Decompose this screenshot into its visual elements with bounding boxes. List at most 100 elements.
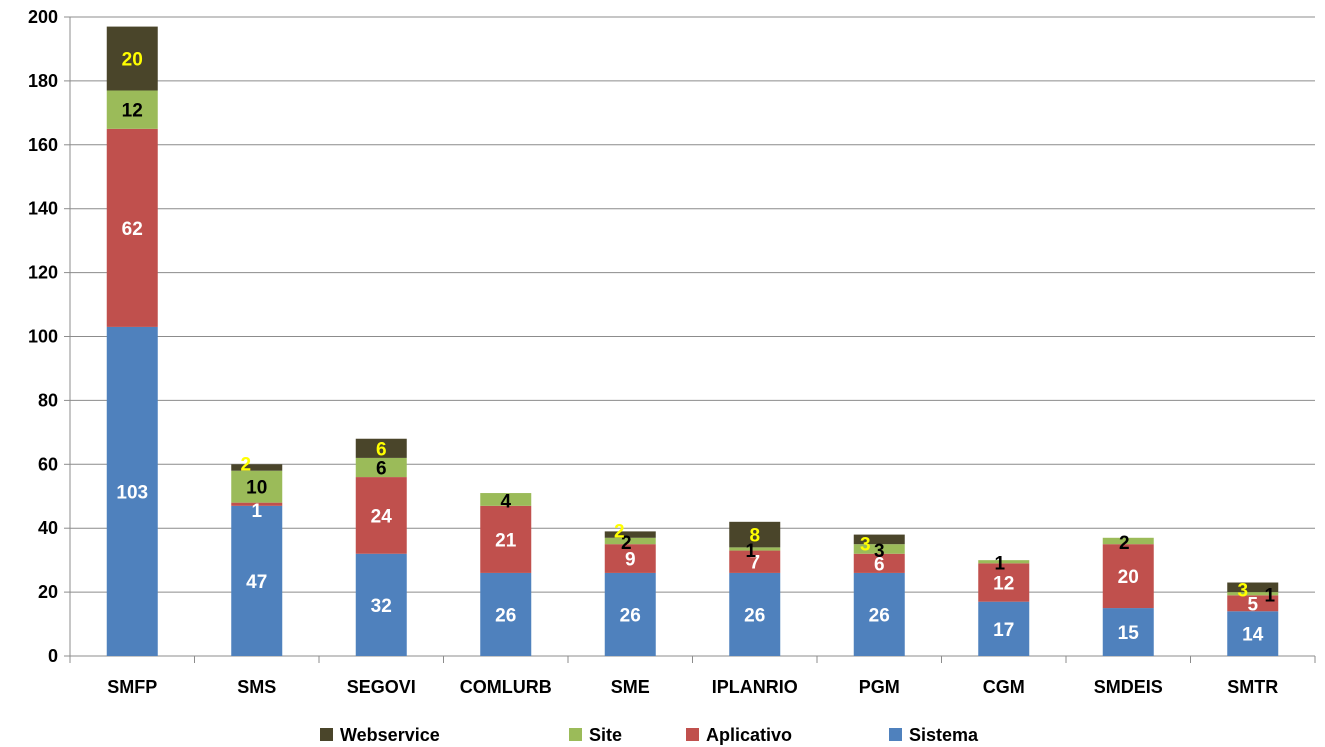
data-label-sistema-segovi: 32 xyxy=(371,596,392,617)
data-label-aplicativo-iplanrio: 7 xyxy=(749,553,760,574)
data-label-sistema-sms: 47 xyxy=(246,572,267,593)
bar-aplicativo-cgm xyxy=(978,563,1030,602)
bar-aplicativo-comlurb xyxy=(480,505,532,573)
data-label-aplicativo-sms: 1 xyxy=(251,501,262,522)
bar-sistema-segovi xyxy=(355,553,407,656)
bar-site-sms xyxy=(231,470,283,503)
x-tick-label: SMS xyxy=(237,677,276,697)
bar-site-iplanrio xyxy=(729,547,781,551)
legend-swatch-aplicativo xyxy=(686,728,699,741)
bar-aplicativo-smfp xyxy=(106,128,158,327)
y-tick-label: 0 xyxy=(48,646,58,666)
bar-webservice-sme xyxy=(604,531,656,538)
data-label-site-pgm: 3 xyxy=(874,541,885,562)
legend-swatch-sistema xyxy=(889,728,902,741)
x-tick-label: PGM xyxy=(859,677,900,697)
data-label-sistema-comlurb: 26 xyxy=(495,605,516,626)
x-tick-label: COMLURB xyxy=(460,677,552,697)
bar-site-smdeis xyxy=(1102,537,1154,545)
data-label-webservice-pgm: 3 xyxy=(860,535,871,556)
data-label-webservice-smfp: 20 xyxy=(122,50,143,71)
bar-sistema-cgm xyxy=(978,601,1030,656)
y-tick-label: 40 xyxy=(38,518,58,538)
data-label-sistema-smtr: 14 xyxy=(1242,625,1264,646)
bar-sistema-sms xyxy=(231,505,283,656)
data-label-webservice-sme: 2 xyxy=(614,521,625,542)
bar-webservice-iplanrio xyxy=(729,521,781,548)
bar-sistema-smdeis xyxy=(1102,608,1154,656)
bar-aplicativo-smdeis xyxy=(1102,544,1154,609)
y-tick-label: 60 xyxy=(38,454,58,474)
data-label-aplicativo-segovi: 24 xyxy=(371,506,393,527)
bar-webservice-smtr xyxy=(1227,582,1279,593)
y-tick-label: 200 xyxy=(28,7,58,27)
bar-site-smtr xyxy=(1227,592,1279,596)
bar-webservice-segovi xyxy=(355,438,407,458)
y-tick-label: 80 xyxy=(38,390,58,410)
y-tick-label: 20 xyxy=(38,582,58,602)
data-label-webservice-iplanrio: 8 xyxy=(749,526,760,547)
data-label-site-iplanrio: 1 xyxy=(745,541,756,562)
bar-webservice-pgm xyxy=(853,534,905,545)
bar-site-pgm xyxy=(853,544,905,554)
bar-site-smfp xyxy=(106,90,158,129)
y-tick-label: 140 xyxy=(28,199,58,219)
bar-site-comlurb xyxy=(480,493,532,506)
data-label-aplicativo-smtr: 5 xyxy=(1247,594,1258,615)
x-tick-label: SME xyxy=(611,677,650,697)
bar-sistema-comlurb xyxy=(480,572,532,656)
bar-aplicativo-sme xyxy=(604,544,656,573)
data-label-site-smtr: 1 xyxy=(1264,586,1275,607)
data-label-aplicativo-smdeis: 20 xyxy=(1118,567,1139,588)
x-tick-label: SMDEIS xyxy=(1094,677,1163,697)
bar-sistema-smfp xyxy=(106,326,158,656)
y-tick-label: 120 xyxy=(28,263,58,283)
bar-webservice-smfp xyxy=(106,26,158,91)
y-tick-label: 100 xyxy=(28,327,58,347)
data-label-aplicativo-pgm: 6 xyxy=(874,554,885,575)
legend-swatch-site xyxy=(569,728,582,741)
bar-aplicativo-segovi xyxy=(355,477,407,554)
data-label-sistema-sme: 26 xyxy=(620,605,641,626)
bar-sistema-iplanrio xyxy=(729,572,781,656)
bar-aplicativo-pgm xyxy=(853,553,905,573)
x-tick-label: CGM xyxy=(983,677,1025,697)
data-label-sistema-cgm: 17 xyxy=(993,620,1014,641)
y-tick-label: 180 xyxy=(28,71,58,91)
data-label-site-segovi: 6 xyxy=(376,458,387,479)
data-label-webservice-segovi: 6 xyxy=(376,439,387,460)
bar-site-cgm xyxy=(978,560,1030,564)
data-label-webservice-smtr: 3 xyxy=(1237,581,1248,602)
bar-webservice-sms xyxy=(231,464,283,471)
data-label-site-smfp: 12 xyxy=(122,101,143,122)
data-label-site-sms: 10 xyxy=(246,478,267,499)
data-label-site-smdeis: 2 xyxy=(1119,533,1130,554)
bar-aplicativo-sms xyxy=(231,502,283,506)
legend-label-site: Site xyxy=(589,725,622,745)
bar-sistema-sme xyxy=(604,572,656,656)
bar-site-sme xyxy=(604,537,656,545)
bar-sistema-smtr xyxy=(1227,611,1279,656)
data-label-site-cgm: 1 xyxy=(994,554,1005,575)
data-label-aplicativo-smfp: 62 xyxy=(122,219,143,240)
bar-sistema-pgm xyxy=(853,572,905,656)
bar-site-segovi xyxy=(355,457,407,478)
x-tick-label: IPLANRIO xyxy=(712,677,798,697)
data-label-aplicativo-sme: 9 xyxy=(625,550,636,571)
data-label-webservice-sms: 2 xyxy=(240,454,251,475)
y-tick-label: 160 xyxy=(28,135,58,155)
legend-label-sistema: Sistema xyxy=(909,725,979,745)
x-tick-label: SMTR xyxy=(1227,677,1278,697)
data-label-sistema-smdeis: 15 xyxy=(1118,623,1140,644)
bar-aplicativo-iplanrio xyxy=(729,550,781,573)
data-label-sistema-smfp: 103 xyxy=(116,482,148,503)
data-label-aplicativo-cgm: 12 xyxy=(993,574,1014,595)
data-label-sistema-iplanrio: 26 xyxy=(744,605,765,626)
data-label-site-comlurb: 4 xyxy=(500,491,511,512)
legend-label-webservice: Webservice xyxy=(340,725,440,745)
data-label-aplicativo-comlurb: 21 xyxy=(495,530,517,551)
legend-swatch-webservice xyxy=(320,728,333,741)
x-tick-label: SMFP xyxy=(107,677,157,697)
